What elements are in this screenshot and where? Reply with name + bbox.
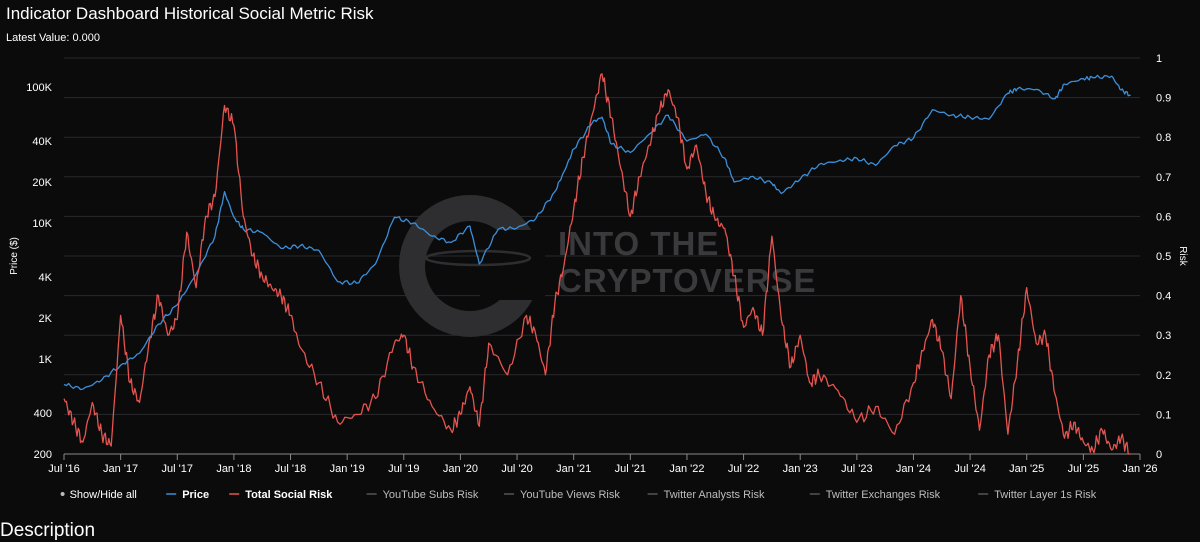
x-tick-label: Jan '25 [1009, 463, 1044, 475]
right-tick-label: 0.8 [1156, 132, 1171, 144]
legend: Show/Hide all Price Total Social Risk YouTu… [60, 489, 1097, 501]
series-line-price [63, 74, 1131, 391]
legend-label: YouTube Subs Risk [383, 489, 479, 501]
x-tick-label: Jan '22 [669, 463, 704, 475]
right-tick-label: 0.9 [1156, 93, 1171, 105]
right-tick-label: 0.6 [1156, 211, 1171, 223]
x-tick-label: Jan '18 [216, 463, 251, 475]
series-line-total-social-risk [63, 73, 1131, 455]
right-tick-label: 1 [1156, 53, 1162, 65]
x-tick-label: Jul '24 [954, 463, 985, 475]
x-tick-label: Jul '22 [728, 463, 759, 475]
right-tick-label: 0.1 [1156, 409, 1171, 421]
left-tick-label: 1K [39, 354, 53, 366]
left-axis-ticks: 200 400 1K 2K 4K 10K 20K 40K 100K [26, 82, 52, 461]
right-tick-label: 0.3 [1156, 330, 1171, 342]
legend-label: Twitter Exchanges Risk [826, 489, 941, 501]
left-tick-label: 100K [26, 82, 52, 94]
left-tick-label: 40K [32, 136, 52, 148]
svg-text:CRYPTOVERSE: CRYPTOVERSE [558, 262, 817, 299]
x-tick-label: Jul '17 [162, 463, 193, 475]
legend-label: Show/Hide all [70, 489, 137, 501]
section-heading: Description [0, 520, 96, 541]
right-tick-label: 0.2 [1156, 370, 1171, 382]
legend-label: Twitter Layer 1s Risk [994, 489, 1097, 501]
legend-item-twitter-layer-1s-risk[interactable]: Twitter Layer 1s Risk [978, 489, 1097, 501]
x-tick-label: Jan '20 [443, 463, 478, 475]
x-tick-label: Jul '18 [275, 463, 306, 475]
left-tick-label: 2K [39, 313, 53, 325]
x-tick-label: Jan '17 [103, 463, 138, 475]
legend-item-total-social-risk[interactable]: Total Social Risk [229, 489, 333, 501]
legend-label: Total Social Risk [245, 489, 333, 501]
x-tick-label: Jul '25 [1068, 463, 1099, 475]
right-tick-label: 0.7 [1156, 172, 1171, 184]
x-tick-label: Jul '20 [501, 463, 532, 475]
legend-label: YouTube Views Risk [520, 489, 620, 501]
left-tick-label: 200 [34, 449, 52, 461]
left-tick-label: 10K [32, 218, 52, 230]
right-tick-label: 0.5 [1156, 251, 1171, 263]
left-tick-label: 400 [34, 408, 52, 420]
x-tick-label: Jan '23 [783, 463, 818, 475]
legend-item-twitter-analysts-risk[interactable]: Twitter Analysts Risk [647, 489, 765, 501]
x-tick-label: Jul '19 [388, 463, 419, 475]
legend-item-youtube-subs-risk[interactable]: YouTube Subs Risk [366, 489, 479, 501]
legend-item-show-hide-all[interactable]: Show/Hide all [60, 489, 137, 501]
right-axis-ticks: 0 0.1 0.2 0.3 0.4 0.5 0.6 0.7 0.8 0.9 1 [1156, 53, 1171, 461]
x-tick-label: Jul '23 [841, 463, 872, 475]
left-tick-label: 4K [39, 272, 53, 284]
x-axis-ticks: Jul '16 Jan '17 Jul '17 Jan '18 Jul '18 Jan '… [48, 453, 1158, 475]
right-axis-title: Risk [1177, 246, 1188, 266]
svg-text:INTO THE: INTO THE [558, 225, 719, 262]
right-tick-label: 0 [1156, 449, 1162, 461]
legend-item-youtube-views-risk[interactable]: YouTube Views Risk [504, 489, 620, 501]
legend-label: Twitter Analysts Risk [664, 489, 765, 501]
left-tick-label: 20K [32, 177, 52, 189]
chart-title: Indicator Dashboard Historical Social Me… [6, 4, 374, 23]
watermark-logo: INTO THE CRYPTOVERSE [399, 195, 817, 337]
right-tick-label: 0.4 [1156, 291, 1171, 303]
x-tick-label: Jan '21 [556, 463, 591, 475]
legend-label: Price [182, 489, 209, 501]
gridlines [64, 57, 1140, 455]
x-tick-label: Jan '26 [1122, 463, 1157, 475]
x-tick-label: Jul '21 [615, 463, 646, 475]
x-tick-label: Jan '19 [330, 463, 365, 475]
legend-item-twitter-exchanges-risk[interactable]: Twitter Exchanges Risk [809, 489, 941, 501]
latest-value: Latest Value: 0.000 [6, 32, 100, 44]
series-layer [63, 73, 1131, 455]
legend-item-price[interactable]: Price [166, 489, 209, 501]
left-axis-title: Price ($) [9, 237, 20, 275]
legend-dot [60, 492, 65, 496]
x-tick-label: Jul '16 [48, 463, 79, 475]
x-tick-label: Jan '24 [896, 463, 931, 475]
